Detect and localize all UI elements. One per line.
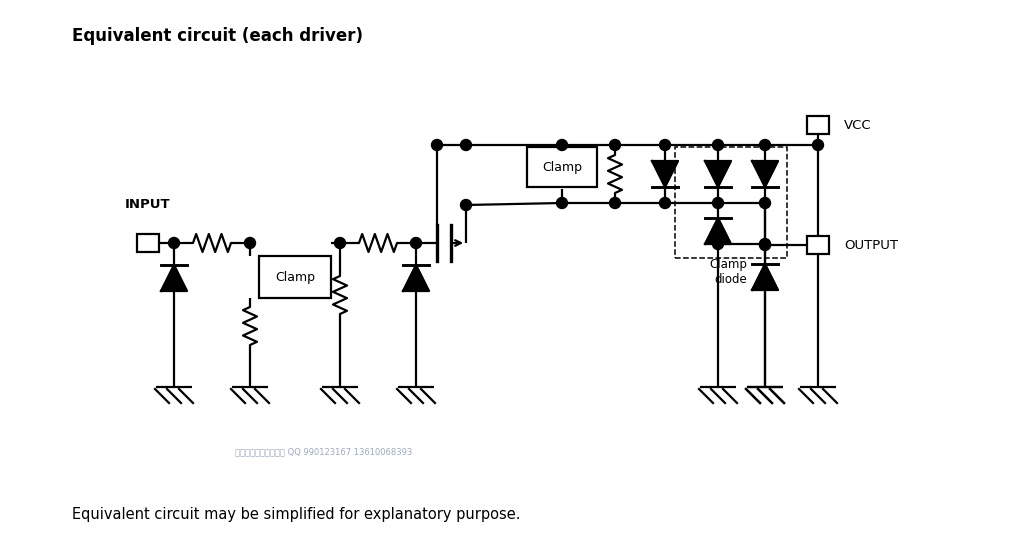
Circle shape — [610, 197, 621, 209]
Text: VCC: VCC — [844, 118, 871, 131]
Circle shape — [759, 239, 770, 251]
Text: 东芯代理、大量现货： QQ 990123167 13610068393: 东芯代理、大量现货： QQ 990123167 13610068393 — [235, 447, 412, 456]
Circle shape — [335, 238, 346, 249]
Circle shape — [432, 140, 443, 150]
Polygon shape — [752, 264, 778, 290]
Circle shape — [410, 238, 422, 249]
Circle shape — [659, 197, 670, 209]
Polygon shape — [652, 161, 678, 187]
Text: INPUT: INPUT — [125, 198, 171, 211]
Circle shape — [556, 197, 567, 209]
Circle shape — [556, 140, 567, 150]
Bar — [527, 147, 598, 187]
Circle shape — [245, 238, 256, 249]
Circle shape — [759, 239, 770, 250]
Polygon shape — [705, 218, 731, 244]
Text: Clamp: Clamp — [275, 270, 315, 283]
Bar — [807, 116, 829, 134]
Bar — [259, 256, 331, 298]
Circle shape — [610, 140, 621, 150]
Circle shape — [759, 140, 770, 150]
Bar — [675, 147, 787, 258]
Bar — [137, 234, 159, 252]
Circle shape — [713, 140, 724, 150]
Circle shape — [713, 197, 724, 209]
Circle shape — [813, 140, 824, 150]
Text: Equivalent circuit (each driver): Equivalent circuit (each driver) — [72, 27, 363, 45]
Text: OUTPUT: OUTPUT — [844, 239, 898, 251]
Circle shape — [460, 140, 471, 150]
Circle shape — [759, 197, 770, 209]
Text: Equivalent circuit may be simplified for explanatory purpose.: Equivalent circuit may be simplified for… — [72, 507, 521, 522]
Circle shape — [659, 140, 670, 150]
Polygon shape — [403, 265, 429, 291]
Polygon shape — [752, 161, 778, 187]
Text: Clamp
diode: Clamp diode — [709, 258, 747, 286]
Polygon shape — [705, 161, 731, 187]
Circle shape — [713, 239, 724, 250]
Circle shape — [169, 238, 180, 249]
Bar — [807, 236, 829, 254]
Polygon shape — [161, 265, 187, 291]
Circle shape — [460, 199, 471, 210]
Text: Clamp: Clamp — [542, 160, 582, 173]
